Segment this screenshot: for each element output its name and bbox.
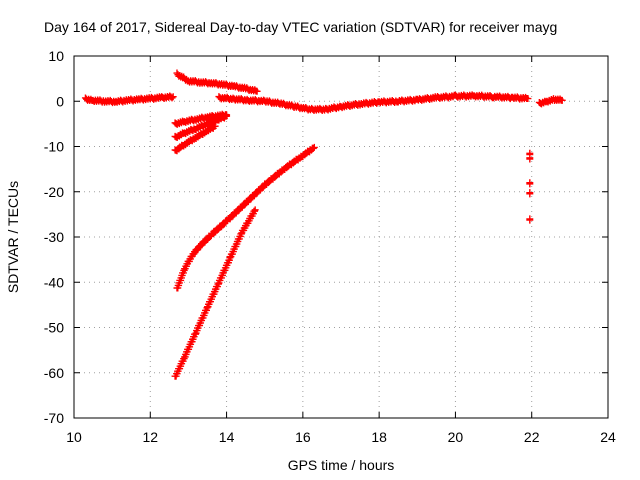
y-tick-labels: 10 0 -10 -20 -30 -40 -50 -60 -70: [44, 48, 64, 426]
x-tick-label: 20: [448, 429, 464, 445]
x-tick-label: 10: [66, 429, 82, 445]
y-tick-label: -40: [44, 274, 64, 290]
y-tick-label: -60: [44, 365, 64, 381]
series-marks: [171, 122, 219, 155]
chart-title: Day 164 of 2017, Sidereal Day-to-day VTE…: [44, 19, 557, 35]
y-axis-label: SDTVAR / TECUs: [5, 181, 21, 293]
x-tick-labels: 10 12 14 16 18 20 22 24: [66, 429, 616, 445]
series-sat-d: [535, 95, 566, 108]
series-sat-c: [215, 91, 532, 114]
y-tick-label: -20: [44, 184, 64, 200]
series-marks: [171, 206, 259, 380]
series-marks: [215, 91, 532, 114]
series-sat-f: [171, 112, 231, 141]
series-marks: [173, 69, 261, 95]
y-tick-label: -10: [44, 139, 64, 155]
y-tick-label: -70: [44, 410, 64, 426]
y-tick-label: 0: [56, 93, 64, 109]
x-axis-label: GPS time / hours: [288, 457, 395, 473]
series-marks: [173, 143, 318, 292]
series-marks: [171, 112, 231, 141]
series-marks: [81, 92, 177, 107]
x-tick-label: 16: [295, 429, 311, 445]
y-tick-label: -30: [44, 229, 64, 245]
y-tick-label: 10: [48, 48, 64, 64]
series-sat-h: [173, 143, 318, 292]
series-sat-i: [171, 206, 259, 380]
x-tick-label: 12: [142, 429, 158, 445]
series-sat-a: [81, 92, 177, 107]
x-tick-label: 22: [524, 429, 540, 445]
x-tick-label: 18: [371, 429, 387, 445]
series-sat-j: [526, 149, 534, 224]
series-sat-g: [171, 122, 219, 155]
series-marks: [535, 95, 566, 108]
y-tick-label: -50: [44, 320, 64, 336]
grid: [73, 55, 609, 419]
x-tick-label: 24: [600, 429, 616, 445]
x-tick-label: 14: [219, 429, 235, 445]
axis-ticks: [73, 55, 609, 419]
data-series: [81, 69, 566, 380]
series-sat-b: [173, 69, 261, 95]
series-marks: [526, 149, 534, 224]
